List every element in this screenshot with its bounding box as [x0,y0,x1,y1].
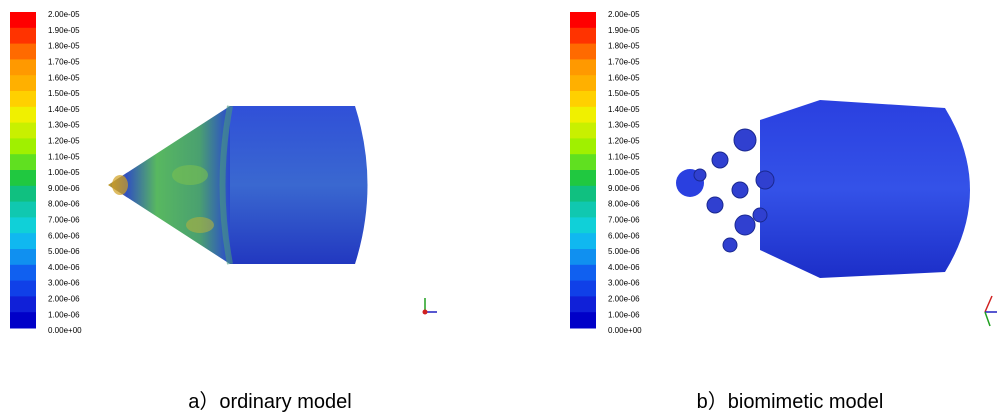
colorbar-swatch [570,106,596,124]
colorbar-label: 1.70e-05 [48,58,80,67]
colorbar-label: 1.00e-06 [48,310,80,319]
colorbar-label: 1.60e-05 [48,73,80,82]
colorbar-label: 1.60e-05 [608,73,640,82]
colorbar-swatch [570,249,596,266]
colorbar-swatch [570,154,596,171]
colorbar-label: 1.90e-05 [48,26,80,35]
colorbar-swatch [10,27,36,45]
colorbar-swatch [10,233,36,250]
colorbar-swatch [570,312,596,329]
caption: a）ordinary model [188,390,351,413]
colorbar-label: 6.00e-06 [608,231,640,240]
colorbar-label: 4.00e-06 [608,263,640,272]
colorbar-swatch [570,122,596,139]
caption: b）biomimetic model [697,390,884,413]
colorbar-label: 6.00e-06 [48,231,80,240]
colorbar-label: 2.00e-05 [608,10,640,19]
colorbar-label: 3.00e-06 [608,279,640,288]
colorbar-swatch [10,91,36,108]
colorbar-label: 1.10e-05 [48,152,80,161]
colorbar-swatch [570,217,596,234]
colorbar-label: 0.00e+00 [608,326,642,335]
colorbar-swatch [10,43,36,60]
colorbar-swatch [570,185,596,203]
colorbar-swatch [10,296,36,313]
colorbar-swatch [570,75,596,92]
colorbar-swatch [570,27,596,45]
colorbar-label: 1.80e-05 [608,42,640,51]
colorbar-label: 9.00e-06 [608,184,640,193]
colorbar-label: 5.00e-06 [608,247,640,256]
axis-triad [422,295,997,327]
colorbar-swatch [570,201,596,218]
colorbar-swatch [570,91,596,108]
colorbar-swatch [10,185,36,203]
colorbar-label: 1.20e-05 [608,137,640,146]
colorbar-label: 2.00e-06 [608,295,640,304]
colorbar-swatch [10,217,36,234]
colorbar-swatch [10,170,36,187]
colorbar-label: 1.00e-06 [608,310,640,319]
colorbar-label: 1.10e-05 [608,152,640,161]
colorbar-label: 1.30e-05 [48,121,80,130]
colorbar-label: 1.40e-05 [48,105,80,114]
colorbar-swatch [10,75,36,92]
colorbar-swatch [10,154,36,171]
colorbar-label: 9.00e-06 [48,184,80,193]
colorbar-label: 8.00e-06 [48,200,80,209]
colorbar-swatch [570,264,596,282]
colorbar-swatch [10,201,36,218]
colorbar-swatch [10,122,36,139]
colorbar-swatch [570,170,596,187]
colorbar-label: 2.00e-06 [48,295,80,304]
colorbar-swatch [570,59,596,76]
colorbar-label: 1.30e-05 [608,121,640,130]
colorbar-label: 1.50e-05 [48,89,80,98]
ordinary-model [108,105,368,265]
colorbar-label: 7.00e-06 [48,216,80,225]
colorbar-swatch [570,280,596,297]
colorbar-swatch [10,312,36,329]
colorbar-swatch [10,249,36,266]
colorbar-label: 5.00e-06 [48,247,80,256]
colorbar-label: 1.00e-05 [608,168,640,177]
colorbar-swatch [10,138,36,155]
colorbar-label: 7.00e-06 [608,216,640,225]
colorbar-swatch [570,12,596,29]
colorbar-swatch [570,233,596,250]
colorbar-swatch [570,43,596,60]
colorbar-swatch [10,106,36,124]
colorbar-label: 1.90e-05 [608,26,640,35]
colorbar-swatch [570,138,596,155]
colorbar-label: 4.00e-06 [48,263,80,272]
colorbar-swatch [10,264,36,282]
colorbar-swatch [570,296,596,313]
colorbar-label: 8.00e-06 [608,200,640,209]
colorbar-label: 1.70e-05 [608,58,640,67]
colorbar-label: 2.00e-05 [48,10,80,19]
colorbar-swatch [10,12,36,29]
colorbar-swatch [10,280,36,297]
colorbar-label: 1.50e-05 [608,89,640,98]
biomimetic-model [676,100,970,278]
colorbar-label: 1.20e-05 [48,137,80,146]
colorbar-label: 0.00e+00 [48,326,82,335]
colorbar-label: 1.00e-05 [48,168,80,177]
colorbar-swatch [10,59,36,76]
colorbar-label: 1.40e-05 [608,105,640,114]
colorbar-label: 1.80e-05 [48,42,80,51]
colorbar-label: 3.00e-06 [48,279,80,288]
